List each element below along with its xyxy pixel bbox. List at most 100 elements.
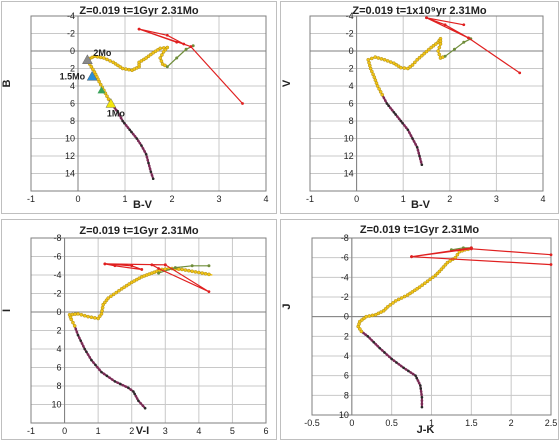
agb-track-line bbox=[166, 45, 194, 68]
main-sequence-point bbox=[394, 113, 397, 116]
y-tick-label: -6 bbox=[341, 253, 349, 263]
main-sequence-point bbox=[419, 390, 423, 393]
y-tick-label: 2 bbox=[57, 326, 62, 336]
agb-point bbox=[452, 47, 456, 51]
mass-label: 2Mo bbox=[93, 48, 112, 58]
giant-branch-point bbox=[86, 314, 90, 319]
giant-branch-point bbox=[92, 70, 97, 74]
main-sequence-point bbox=[414, 374, 417, 377]
main-sequence-point bbox=[118, 113, 121, 117]
main-sequence-point bbox=[366, 335, 370, 338]
x-tick-label: 4 bbox=[263, 194, 268, 204]
main-sequence-point bbox=[110, 378, 114, 381]
giant-branch-point bbox=[417, 55, 422, 60]
mass-label: 1Mo bbox=[107, 109, 126, 119]
giant-branch-point bbox=[428, 277, 432, 282]
agb-point bbox=[157, 271, 161, 275]
giant-branch-point bbox=[127, 282, 131, 286]
chart-svg-4: -0.5 0 0.5 1 1.5 2 2.5 -8 -6 -4 -2 0 2 4 6 8 10 Z=0.019 t… bbox=[281, 224, 557, 436]
x-tick-label: 5 bbox=[230, 426, 235, 436]
x-tick-label: -1 bbox=[27, 426, 35, 436]
post-agb-track-line bbox=[104, 263, 210, 293]
x-tick-label: 2 bbox=[447, 194, 452, 204]
y-tick-label: 10 bbox=[65, 134, 75, 144]
main-sequence-point bbox=[137, 139, 140, 143]
main-sequence-point bbox=[411, 137, 414, 140]
giant-branch-point bbox=[203, 271, 208, 276]
main-sequence-point bbox=[151, 177, 155, 181]
agb-point bbox=[184, 47, 188, 51]
chart-title: Z=0.019 t=1Gyr 2.31Mo bbox=[360, 224, 480, 236]
main-sequence-point bbox=[387, 104, 390, 107]
main-sequence-point bbox=[409, 371, 413, 374]
giant-branch-point bbox=[434, 42, 438, 46]
giant-branch-point bbox=[370, 69, 374, 74]
main-sequence-point bbox=[418, 154, 421, 158]
giant-branch-point bbox=[149, 52, 153, 57]
main-sequence-point bbox=[395, 361, 398, 364]
giant-branch-point bbox=[176, 267, 181, 271]
main-sequence-point bbox=[372, 340, 376, 344]
giant-branch-point bbox=[369, 56, 374, 61]
giant-branch-point bbox=[399, 296, 404, 300]
giant-branch-point bbox=[76, 312, 80, 316]
giant-branch-point bbox=[379, 57, 384, 61]
y-tick-label: -2 bbox=[54, 289, 62, 299]
post-agb-track-line bbox=[411, 247, 552, 266]
y-tick-label: 4 bbox=[344, 351, 349, 361]
main-sequence-point bbox=[385, 353, 389, 356]
main-sequence-point bbox=[126, 126, 130, 129]
giant-branch-point bbox=[98, 82, 103, 87]
giant-branch-point bbox=[443, 262, 448, 267]
main-sequence-point bbox=[392, 110, 396, 114]
main-sequence-point bbox=[392, 359, 396, 363]
main-sequence-point bbox=[149, 170, 153, 174]
giant-branch-point bbox=[102, 56, 106, 60]
giant-branch-point bbox=[382, 57, 387, 62]
giant-branch-point bbox=[417, 285, 422, 289]
post-agb-point bbox=[140, 268, 144, 271]
y-tick-label: 0 bbox=[349, 46, 354, 56]
post-agb-point bbox=[103, 262, 107, 266]
giant-branch-point bbox=[372, 75, 377, 80]
y-tick-label: 4 bbox=[57, 344, 62, 354]
post-agb-point bbox=[157, 267, 160, 270]
giant-branch-point bbox=[200, 271, 205, 275]
y-tick-label: 10 bbox=[339, 410, 349, 420]
post-agb-point bbox=[137, 27, 141, 31]
y-tick-label: -2 bbox=[341, 292, 349, 302]
x-tick-label: -1 bbox=[27, 194, 35, 204]
giant-branch-point bbox=[380, 92, 385, 97]
main-sequence-point bbox=[383, 351, 386, 354]
post-agb-point bbox=[182, 42, 186, 46]
x-tick-label: 6 bbox=[263, 426, 268, 436]
giant-branch-point bbox=[385, 305, 390, 309]
post-agb-point bbox=[462, 23, 466, 27]
main-sequence-point bbox=[78, 336, 81, 340]
y-tick-label: -4 bbox=[341, 272, 349, 282]
x-tick-label: 1 bbox=[429, 418, 434, 428]
giant-branch-point bbox=[160, 53, 164, 57]
agb-point bbox=[165, 65, 169, 69]
agb-point bbox=[175, 56, 179, 60]
mass-marker-green bbox=[97, 86, 106, 94]
main-sequence-point bbox=[416, 379, 420, 382]
main-sequence-point bbox=[98, 368, 101, 372]
mass-marker bbox=[86, 70, 98, 81]
giant-branch-point bbox=[415, 57, 419, 62]
main-sequence-point bbox=[121, 119, 124, 123]
giant-branch-point bbox=[396, 297, 401, 302]
main-sequence-point bbox=[420, 399, 424, 402]
main-sequence-point bbox=[385, 102, 389, 105]
main-sequence-point bbox=[407, 369, 410, 373]
giant-branch-point bbox=[408, 64, 412, 69]
giant-branch-point bbox=[438, 42, 443, 46]
y-tick-label: -6 bbox=[54, 252, 62, 262]
agb-point bbox=[173, 266, 177, 270]
giant-branch-point bbox=[120, 66, 125, 71]
main-sequence-point bbox=[419, 387, 423, 390]
main-sequence-point bbox=[399, 364, 403, 368]
chart-panel-b-vs-bv: -1 0 1 2 3 4 -4 -2 0 2 4 6 8 10 12 14 Z=0.019 t=1Gyr 2.3… bbox=[1, 1, 277, 214]
y-tick-label: 4 bbox=[70, 81, 75, 91]
giant-branch-point bbox=[370, 313, 375, 318]
